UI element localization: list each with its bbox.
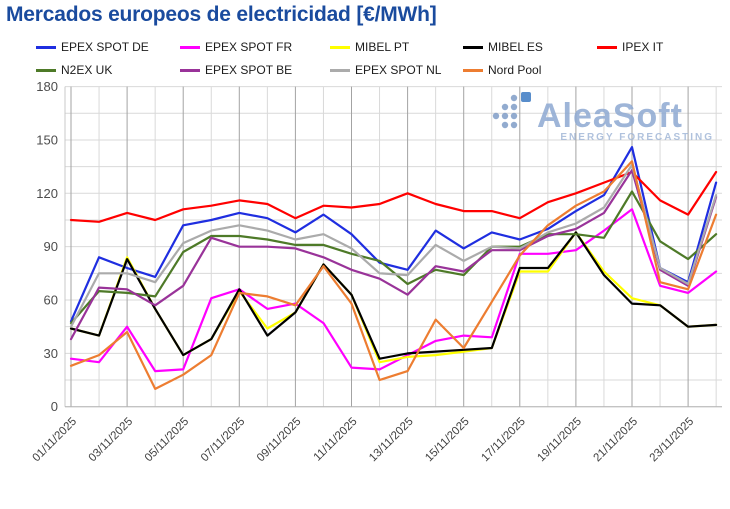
legend-label: EPEX SPOT FR [205,40,293,54]
legend-label: IPEX IT [622,40,664,54]
x-tick-label: 15/11/2025 [423,416,472,465]
legend-item-nord-pool: Nord Pool [463,61,541,79]
series-line-ipex-it [69,170,718,223]
x-tick-label: 09/11/2025 [255,416,304,465]
legend-label: MIBEL PT [355,40,410,54]
watermark-brand-text: AleaSoft [537,97,683,135]
x-tick-label: 17/11/2025 [479,416,528,465]
grid-lines [64,86,722,408]
series-line-nord-pool [69,160,718,390]
x-tick-label: 23/11/2025 [648,416,697,465]
legend-label: MIBEL ES [488,40,543,54]
legend-label: Nord Pool [488,63,542,77]
legend-marker-epex-spot-be [180,68,200,72]
x-tick-label: 13/11/2025 [367,416,416,465]
y-tick-label: 150 [36,132,58,147]
legend-marker-ipex-it [597,45,617,49]
x-tick-label: 21/11/2025 [592,416,641,465]
x-tick-label: 03/11/2025 [87,416,136,465]
legend-item-mibel-pt: MIBEL PT [330,38,409,56]
chart-legend: EPEX SPOT DE EPEX SPOT FR MIBEL PT MIBEL ES… [0,38,730,84]
legend-marker-mibel-es [463,45,483,49]
y-tick-label: 180 [36,79,58,94]
legend-item-epex-spot-de: EPEX SPOT DE [36,38,149,56]
series-line-epex-spot-fr [69,208,718,373]
legend-label: EPEX SPOT BE [205,63,293,77]
x-tick-label: 11/11/2025 [312,416,360,464]
x-tick-label: 01/11/2025 [31,416,80,465]
series-line-epex-spot-be [69,169,718,341]
legend-marker-n2ex-uk [36,68,56,72]
series-line-n2ex-uk [69,190,718,325]
legend-item-ipex-it: IPEX IT [597,38,663,56]
series-line-epex-spot-nl [69,163,718,328]
series-line-epex-spot-de [69,146,718,323]
x-tick-label: 05/11/2025 [143,416,192,465]
y-axis-labels: 0 30 60 90 120 150 180 [36,79,58,414]
legend-item-epex-spot-be: EPEX SPOT BE [180,61,292,79]
series-lines [69,146,718,390]
legend-item-n2ex-uk: N2EX UK [36,61,112,79]
legend-marker-epex-spot-nl [330,68,350,72]
page-title: Mercados europeos de electricidad [€/MWh… [6,3,437,26]
y-tick-label: 60 [44,293,58,308]
series-line-mibel-es [69,231,718,360]
x-axis-labels: 01/11/2025 03/11/2025 05/11/2025 07/11/2025… [31,416,697,465]
y-tick-label: 30 [44,346,58,361]
watermark-tagline-text: ENERGY FORECASTING [560,132,714,143]
legend-label: N2EX UK [61,63,113,77]
legend-item-epex-spot-nl: EPEX SPOT NL [330,61,441,79]
legend-label: EPEX SPOT DE [61,40,149,54]
legend-item-epex-spot-fr: EPEX SPOT FR [180,38,292,56]
legend-label: EPEX SPOT NL [355,63,442,77]
x-tick-label: 07/11/2025 [199,416,248,465]
y-tick-label: 90 [44,239,58,254]
x-tick-label: 19/11/2025 [535,416,584,465]
legend-marker-mibel-pt [330,45,350,49]
legend-marker-epex-spot-de [36,45,56,49]
legend-marker-epex-spot-fr [180,45,200,49]
legend-marker-nord-pool [463,68,483,72]
y-tick-label: 120 [36,186,58,201]
aleasoft-logo-icon [492,92,531,129]
y-tick-label: 0 [51,399,58,414]
legend-item-mibel-es: MIBEL ES [463,38,543,56]
